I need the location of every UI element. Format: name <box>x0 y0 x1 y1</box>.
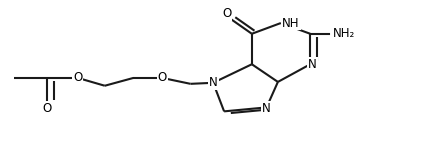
Text: N: N <box>262 102 271 115</box>
Text: NH: NH <box>282 16 299 30</box>
Text: N: N <box>308 58 317 71</box>
Text: NH₂: NH₂ <box>333 27 356 40</box>
Text: O: O <box>73 71 82 84</box>
Text: O: O <box>43 102 52 115</box>
Text: N: N <box>209 76 217 88</box>
Text: O: O <box>158 71 167 84</box>
Text: O: O <box>222 7 231 20</box>
